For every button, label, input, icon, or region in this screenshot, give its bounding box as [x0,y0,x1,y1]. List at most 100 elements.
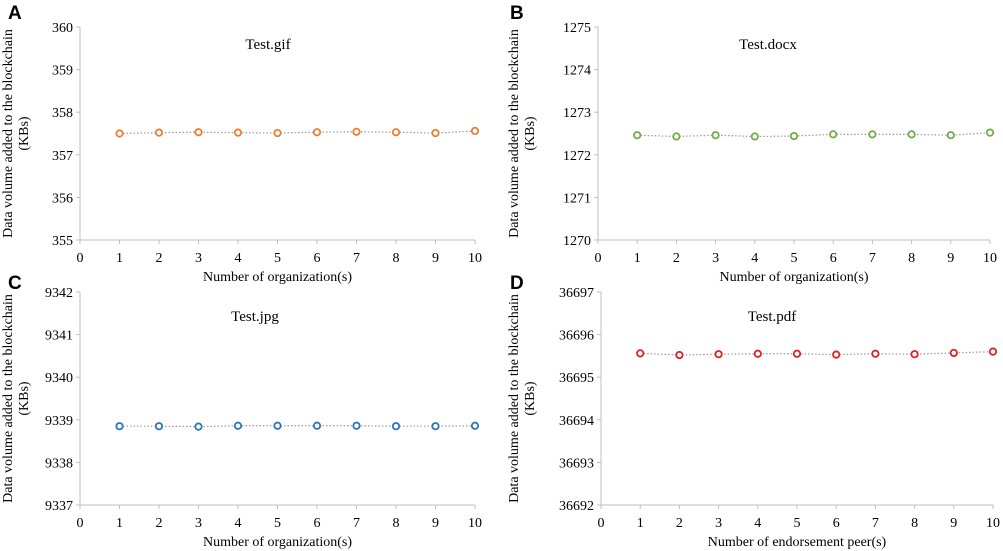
x-tick-label: 4 [754,516,761,531]
panel-label: B [510,3,524,24]
chart-title: Test.gif [245,37,290,53]
x-tick-label: 0 [77,516,84,531]
x-axis-label: Number of organization(s) [203,270,352,285]
y-tick-label: 359 [52,64,73,79]
data-point [753,349,762,358]
data-point [829,130,838,139]
y-tick-label: 356 [52,191,73,206]
x-tick-label: 7 [869,251,876,266]
y-axis-label: Data volume added to the blockchain [1,29,16,238]
data-point [636,349,645,358]
x-tick-label: 3 [712,251,719,266]
y-tick-label: 9337 [45,499,73,514]
data-point [154,128,164,137]
x-tick-label: 10 [983,251,997,266]
data-point [352,421,361,430]
data-point [391,422,401,431]
x-tick-label: 4 [751,251,758,266]
y-tick-label: 36695 [559,371,594,386]
data-point [871,349,880,358]
data-point [672,132,681,141]
data-point [273,128,282,138]
x-tick-label: 8 [393,516,400,531]
x-tick-label: 8 [393,251,400,266]
data-point [431,422,440,431]
series-line [119,425,476,428]
y-tick-label: 1273 [563,106,591,121]
x-tick-label: 9 [432,516,439,531]
y-axis-label: Data volume added to the blockchain [507,294,522,503]
data-point [949,348,958,358]
x-tick-label: 6 [830,251,837,266]
data-point [194,422,203,431]
data-point [832,350,841,359]
x-tick-label: 2 [676,516,683,531]
x-axis-label: Number of organization(s) [203,535,352,550]
y-tick-label: 357 [52,149,73,164]
data-point [633,131,642,140]
x-tick-label: 7 [872,516,879,531]
series-line [637,132,991,138]
y-tick-label: 1270 [563,234,591,249]
data-point [273,421,282,430]
data-point [312,421,322,430]
y-tick-label: 9340 [45,371,73,386]
data-point [115,129,124,138]
x-tick-label: 5 [274,516,281,531]
x-tick-label: 2 [673,251,680,266]
x-tick-label: 9 [947,251,954,266]
panel-label: A [8,3,22,24]
data-point [711,131,720,140]
x-tick-label: 3 [195,251,202,266]
data-point [352,127,361,136]
data-point [233,421,243,430]
y-tick-label: 1274 [563,64,591,79]
x-tick-label: 10 [468,251,482,266]
panel-a: A 355 356 357 358 359 360 0 1 2 3 4 5 6 7 8 9 10 Test.gif N… [1,3,482,285]
x-tick-label: 5 [794,516,801,531]
x-axis-label: Number of endorsement peer(s) [708,535,887,550]
x-tick-label: 10 [986,516,1000,531]
data-point [194,128,203,137]
y-axis-unit-label: (KBs) [523,116,538,151]
x-tick-label: 2 [156,516,163,531]
y-axis-unit-label: (KBs) [17,116,32,151]
x-tick-label: 8 [911,516,918,531]
panel-c: C 9337 9338 9339 9340 9341 9342 0 1 2 3 4 5 6 7 8 9 10 Tes… [1,273,482,550]
data-point [675,350,684,360]
y-tick-label: 36692 [559,499,594,514]
chart-title: Test.docx [739,37,797,53]
y-tick-label: 1272 [563,149,591,164]
data-point [868,130,877,139]
chart-title: Test.jpg [231,309,279,325]
y-tick-label: 360 [52,21,73,36]
data-point [470,421,480,430]
y-tick-label: 9342 [45,286,73,301]
x-tick-label: 9 [950,516,957,531]
x-tick-label: 6 [833,516,840,531]
x-tick-label: 6 [314,516,321,531]
x-tick-label: 3 [715,516,722,531]
panel-label: C [8,273,22,294]
data-point [907,130,916,139]
x-tick-label: 0 [595,251,602,266]
x-tick-label: 4 [235,516,242,531]
y-tick-label: 355 [52,234,73,249]
data-point [312,128,322,137]
x-tick-label: 3 [195,516,202,531]
x-tick-label: 1 [116,251,123,266]
y-tick-label: 1271 [563,191,591,206]
data-point [750,132,759,141]
x-tick-label: 2 [156,251,163,266]
series-line [119,130,476,135]
x-tick-label: 5 [791,251,798,266]
x-tick-label: 5 [274,251,281,266]
data-point [714,350,723,359]
x-tick-label: 8 [908,251,915,266]
y-axis-label: Data volume added to the blockchain [507,29,522,238]
x-tick-label: 10 [468,516,482,531]
y-tick-label: 9339 [45,414,73,429]
data-point [431,128,440,138]
y-tick-label: 9338 [45,456,73,471]
data-point [792,349,802,358]
